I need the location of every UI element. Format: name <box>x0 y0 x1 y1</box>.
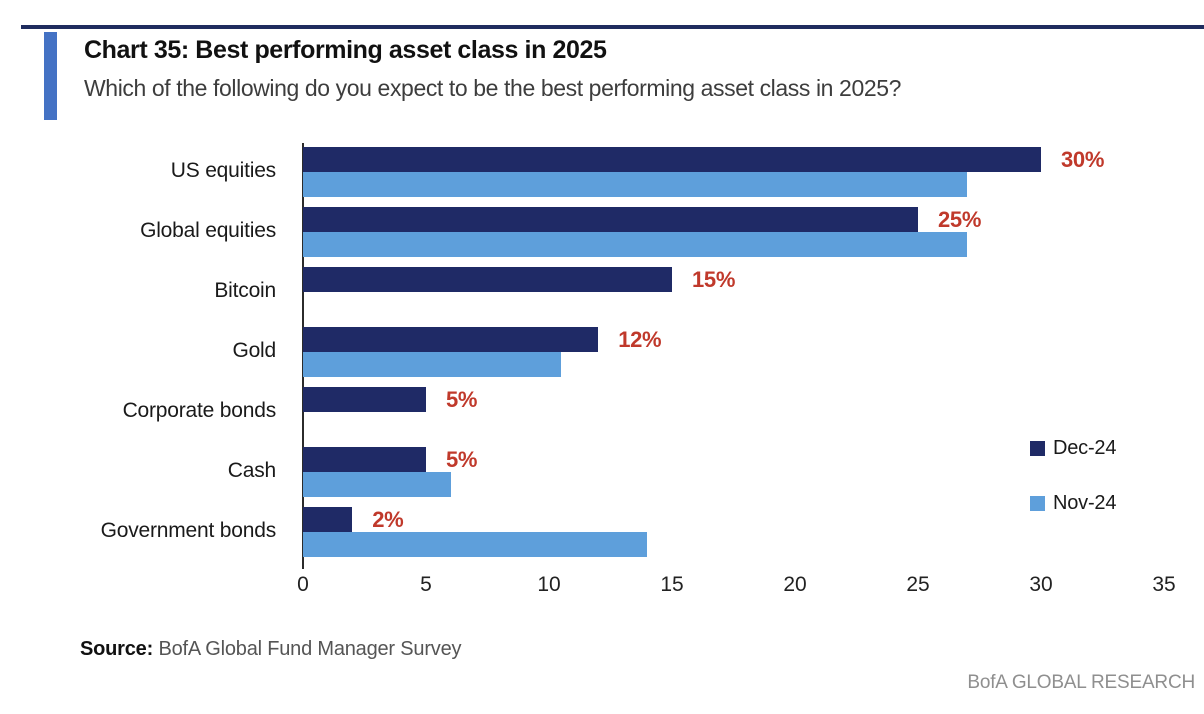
x-tick-label-0: 0 <box>297 573 309 596</box>
x-tick-label-10: 10 <box>537 573 561 596</box>
bar-dec24-4 <box>303 387 426 412</box>
x-tick-label-30: 30 <box>1029 573 1053 596</box>
bar-nov24-0 <box>303 172 968 197</box>
bar-dec24-1 <box>303 207 918 232</box>
data-label-2: 15% <box>692 266 736 292</box>
bar-dec24-6 <box>303 507 353 532</box>
category-label-4: Corporate bonds <box>122 399 277 422</box>
category-label-2: Bitcoin <box>214 279 276 302</box>
bar-dec24-2 <box>303 267 672 292</box>
data-label-3: 12% <box>618 326 662 352</box>
x-tick-label-20: 20 <box>783 573 807 596</box>
data-label-6: 2% <box>372 506 404 532</box>
source-label: Source: <box>80 638 154 660</box>
category-label-1: Global equities <box>140 219 276 242</box>
chart-title: Chart 35: Best performing asset class in… <box>84 36 607 64</box>
category-label-5: Cash <box>227 459 276 482</box>
bar-dec24-5 <box>303 447 426 472</box>
x-tick-label-25: 25 <box>906 573 930 596</box>
category-label-6: Government bonds <box>100 519 277 542</box>
top-rule-divider <box>21 25 1204 29</box>
x-tick-label-5: 5 <box>420 573 432 596</box>
chart-subtitle: Which of the following do you expect to … <box>84 75 902 101</box>
x-tick-label-15: 15 <box>660 573 684 596</box>
category-label-3: Gold <box>232 339 276 362</box>
data-label-4: 5% <box>446 386 478 412</box>
bar-nov24-1 <box>303 232 968 257</box>
category-label-0: US equities <box>170 159 276 182</box>
legend-entry-dec-24: Dec-24 <box>1030 437 1116 460</box>
source-text: BofA Global Fund Manager Survey <box>158 638 462 660</box>
bar-dec24-3 <box>303 327 599 352</box>
source-line: Source: BofA Global Fund Manager Survey <box>80 638 462 661</box>
legend: Dec-24 Nov-24 <box>1030 437 1116 547</box>
legend-entry-nov-24: Nov-24 <box>1030 492 1116 515</box>
title-accent-bar <box>44 32 57 120</box>
bar-nov24-3 <box>303 352 562 377</box>
legend-swatch-nov-24 <box>1030 496 1045 511</box>
data-label-1: 25% <box>938 206 982 232</box>
bar-nov24-5 <box>303 472 451 497</box>
plot-area: US equities 30% Global equities 25% Bitcoin 1… <box>0 143 1204 615</box>
bar-nov24-6 <box>303 532 648 557</box>
legend-label-dec-24: Dec-24 <box>1053 437 1117 459</box>
x-tick-label-35: 35 <box>1152 573 1176 596</box>
legend-swatch-dec-24 <box>1030 441 1045 456</box>
legend-label-nov-24: Nov-24 <box>1053 492 1117 514</box>
brand-text: BofA GLOBAL RESEARCH <box>967 672 1195 693</box>
data-label-0: 30% <box>1061 146 1105 172</box>
data-label-5: 5% <box>446 446 478 472</box>
bar-dec24-0 <box>303 147 1041 172</box>
